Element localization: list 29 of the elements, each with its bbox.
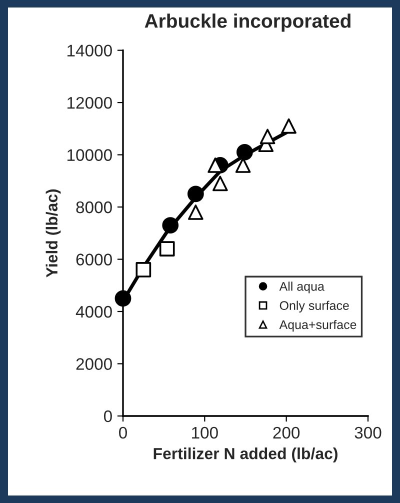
- point: [208, 158, 223, 173]
- y-tick-label: 2000: [76, 358, 112, 370]
- chart-title: Arbuckle incorporated: [144, 14, 350, 32]
- point: [162, 217, 179, 234]
- x-axis-title: Fertilizer N added (lb/ac): [154, 447, 338, 462]
- y-axis-title: Yield (lb/ac): [46, 189, 61, 278]
- y-tick-label: 14000: [68, 44, 112, 57]
- x-tick-label: 100: [192, 426, 218, 439]
- y-tick-label: 6000: [76, 254, 112, 266]
- legend-label: All aqua: [279, 282, 324, 294]
- point: [159, 241, 175, 256]
- point: [236, 144, 253, 160]
- y-tick-label: 12000: [68, 96, 112, 109]
- point: [187, 186, 204, 202]
- legend-label: Only surface: [280, 300, 349, 312]
- legend-label: Aqua+surface: [279, 320, 356, 332]
- y-tick-label: 10000: [68, 149, 112, 161]
- point: [188, 204, 204, 220]
- point: [260, 128, 276, 144]
- point: [281, 118, 296, 134]
- x-tick-label: 200: [273, 426, 300, 439]
- x-tick-label: 300: [354, 426, 382, 439]
- point: [212, 176, 228, 192]
- y-tick-label: 0: [104, 410, 112, 422]
- y-tick-label: 4000: [76, 306, 112, 318]
- y-tick-label: 8000: [76, 201, 112, 214]
- point: [114, 290, 132, 307]
- point: [136, 262, 152, 278]
- x-tick-label: 0: [119, 426, 127, 439]
